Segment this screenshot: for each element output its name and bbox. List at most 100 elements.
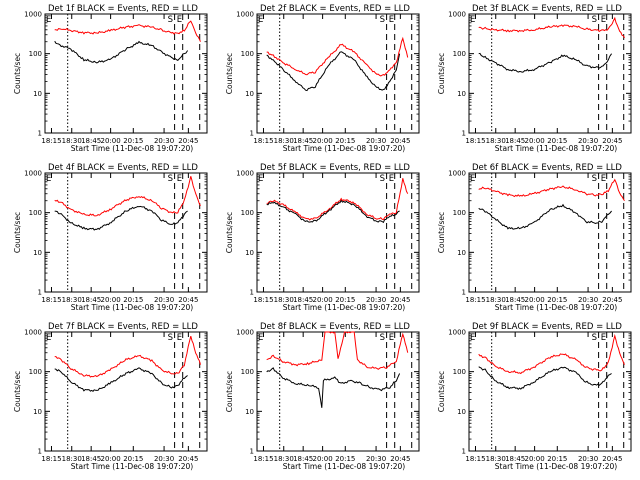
x-tick-label: 20:30 [154, 296, 174, 304]
x-tick-label: 20:45 [178, 137, 198, 145]
y-axis-label: Counts/sec [13, 371, 22, 412]
events-series-line [478, 52, 613, 73]
x-tick-label: 20:00 [313, 455, 333, 463]
y-axis-label: Counts/sec [225, 371, 234, 412]
x-tick-label: 20:00 [313, 296, 333, 304]
y-axis-label: Counts/sec [437, 371, 446, 412]
x-tick-label: 20:30 [154, 455, 174, 463]
x-tick-label: 20:00 [525, 296, 545, 304]
x-tick-label: 18:30 [274, 137, 294, 145]
lld-series-line [478, 178, 625, 201]
x-tick-label: 18:30 [274, 296, 294, 304]
x-axis-label: Start Time (11-Dec-08 19:07:20) [283, 303, 405, 312]
x-tick-label: 20:30 [366, 137, 386, 145]
y-tick-label: 1 [38, 130, 42, 138]
x-tick-label: 18:15 [253, 296, 273, 304]
s-marker-label: S [380, 15, 385, 25]
chart-panel-2: Det 2f BLACK = Events, RED = LLD 1 10 100 10… [225, 4, 420, 153]
x-axis-label: Start Time (11-Dec-08 19:07:20) [495, 144, 617, 153]
lld-series-line [266, 36, 409, 77]
y-tick-label: 1 [38, 448, 42, 456]
x-tick-label: 20:15 [335, 137, 355, 145]
s-marker-label: S [168, 333, 173, 343]
x-tick-label: 18:15 [41, 137, 61, 145]
chart-panel-9: Det 9f BLACK = Events, RED = LLD 1 10 100 10… [437, 322, 632, 471]
x-tick-label: 18:30 [62, 137, 82, 145]
y-tick-label: 100 [29, 209, 42, 217]
x-tick-label: 20:00 [101, 455, 121, 463]
s-marker-label: S [168, 15, 173, 25]
lld-series-line [54, 20, 201, 42]
plot-frame [468, 13, 632, 134]
y-tick-label: 1 [250, 448, 254, 456]
y-tick-label: 100 [453, 209, 466, 217]
y-tick-label: 10 [245, 90, 254, 98]
e-marker-label: E [177, 15, 182, 25]
y-tick-label: 1000 [236, 170, 254, 178]
y-tick-label: 1000 [24, 329, 42, 337]
events-series-line [478, 203, 612, 230]
x-tick-label: 18:30 [486, 296, 506, 304]
x-tick-label: 20:15 [547, 296, 567, 304]
y-tick-label: 1000 [236, 11, 254, 19]
panel-title: Det 7f BLACK = Events, RED = LLD [48, 322, 198, 332]
x-tick-label: 20:45 [178, 296, 198, 304]
start-marker-label: E [46, 333, 51, 343]
x-tick-label: 18:30 [486, 455, 506, 463]
x-tick-label: 18:45 [505, 296, 525, 304]
x-tick-label: 20:30 [366, 455, 386, 463]
y-tick-label: 100 [241, 368, 254, 376]
panel-title: Det 2f BLACK = Events, RED = LLD [260, 4, 410, 14]
x-axis-label: Start Time (11-Dec-08 19:07:20) [495, 462, 617, 471]
x-tick-label: 20:45 [390, 137, 410, 145]
start-marker-label: E [46, 15, 51, 25]
y-tick-label: 10 [457, 249, 466, 257]
panel-title: Det 3f BLACK = Events, RED = LLD [472, 4, 622, 14]
y-tick-label: 10 [245, 408, 254, 416]
e-marker-label: E [601, 15, 606, 25]
x-tick-label: 20:45 [178, 455, 198, 463]
x-tick-label: 20:00 [101, 296, 121, 304]
x-tick-label: 20:15 [123, 296, 143, 304]
x-tick-label: 20:15 [547, 137, 567, 145]
y-axis-label: Counts/sec [225, 212, 234, 253]
events-series-line [266, 51, 401, 92]
start-marker-label: E [470, 174, 475, 184]
y-tick-label: 1 [462, 289, 466, 297]
x-tick-label: 20:15 [335, 296, 355, 304]
y-axis-label: Counts/sec [437, 53, 446, 94]
x-axis-label: Start Time (11-Dec-08 19:07:20) [283, 462, 405, 471]
x-tick-label: 20:45 [602, 455, 622, 463]
x-tick-label: 20:30 [578, 296, 598, 304]
chart-panel-3: Det 3f BLACK = Events, RED = LLD 1 10 100 10… [437, 4, 632, 153]
y-axis-label: Counts/sec [13, 53, 22, 94]
x-tick-label: 18:15 [41, 296, 61, 304]
x-tick-label: 20:30 [578, 455, 598, 463]
y-tick-label: 10 [457, 90, 466, 98]
x-tick-label: 20:15 [335, 455, 355, 463]
panel-title: Det 4f BLACK = Events, RED = LLD [48, 163, 198, 173]
x-tick-label: 18:45 [505, 137, 525, 145]
x-tick-label: 18:45 [293, 455, 313, 463]
x-tick-label: 20:30 [154, 137, 174, 145]
lld-series-line [478, 333, 625, 375]
x-axis-label: Start Time (11-Dec-08 19:07:20) [495, 303, 617, 312]
x-tick-label: 20:30 [366, 296, 386, 304]
x-axis-label: Start Time (11-Dec-08 19:07:20) [283, 144, 405, 153]
y-axis-label: Counts/sec [13, 212, 22, 253]
x-tick-label: 18:45 [81, 137, 101, 145]
chart-panel-7: Det 7f BLACK = Events, RED = LLD 1 10 100 10… [13, 322, 208, 471]
y-tick-label: 10 [245, 249, 254, 257]
x-tick-label: 18:45 [293, 296, 313, 304]
s-marker-label: S [380, 333, 385, 343]
x-tick-label: 18:15 [41, 455, 61, 463]
y-tick-label: 1 [250, 130, 254, 138]
start-marker-label: E [46, 174, 51, 184]
x-tick-label: 20:00 [313, 137, 333, 145]
y-tick-label: 1000 [448, 329, 466, 337]
y-tick-label: 1000 [448, 170, 466, 178]
start-marker-label: E [470, 15, 475, 25]
plot-frame [256, 172, 420, 293]
events-series-line [266, 199, 400, 224]
